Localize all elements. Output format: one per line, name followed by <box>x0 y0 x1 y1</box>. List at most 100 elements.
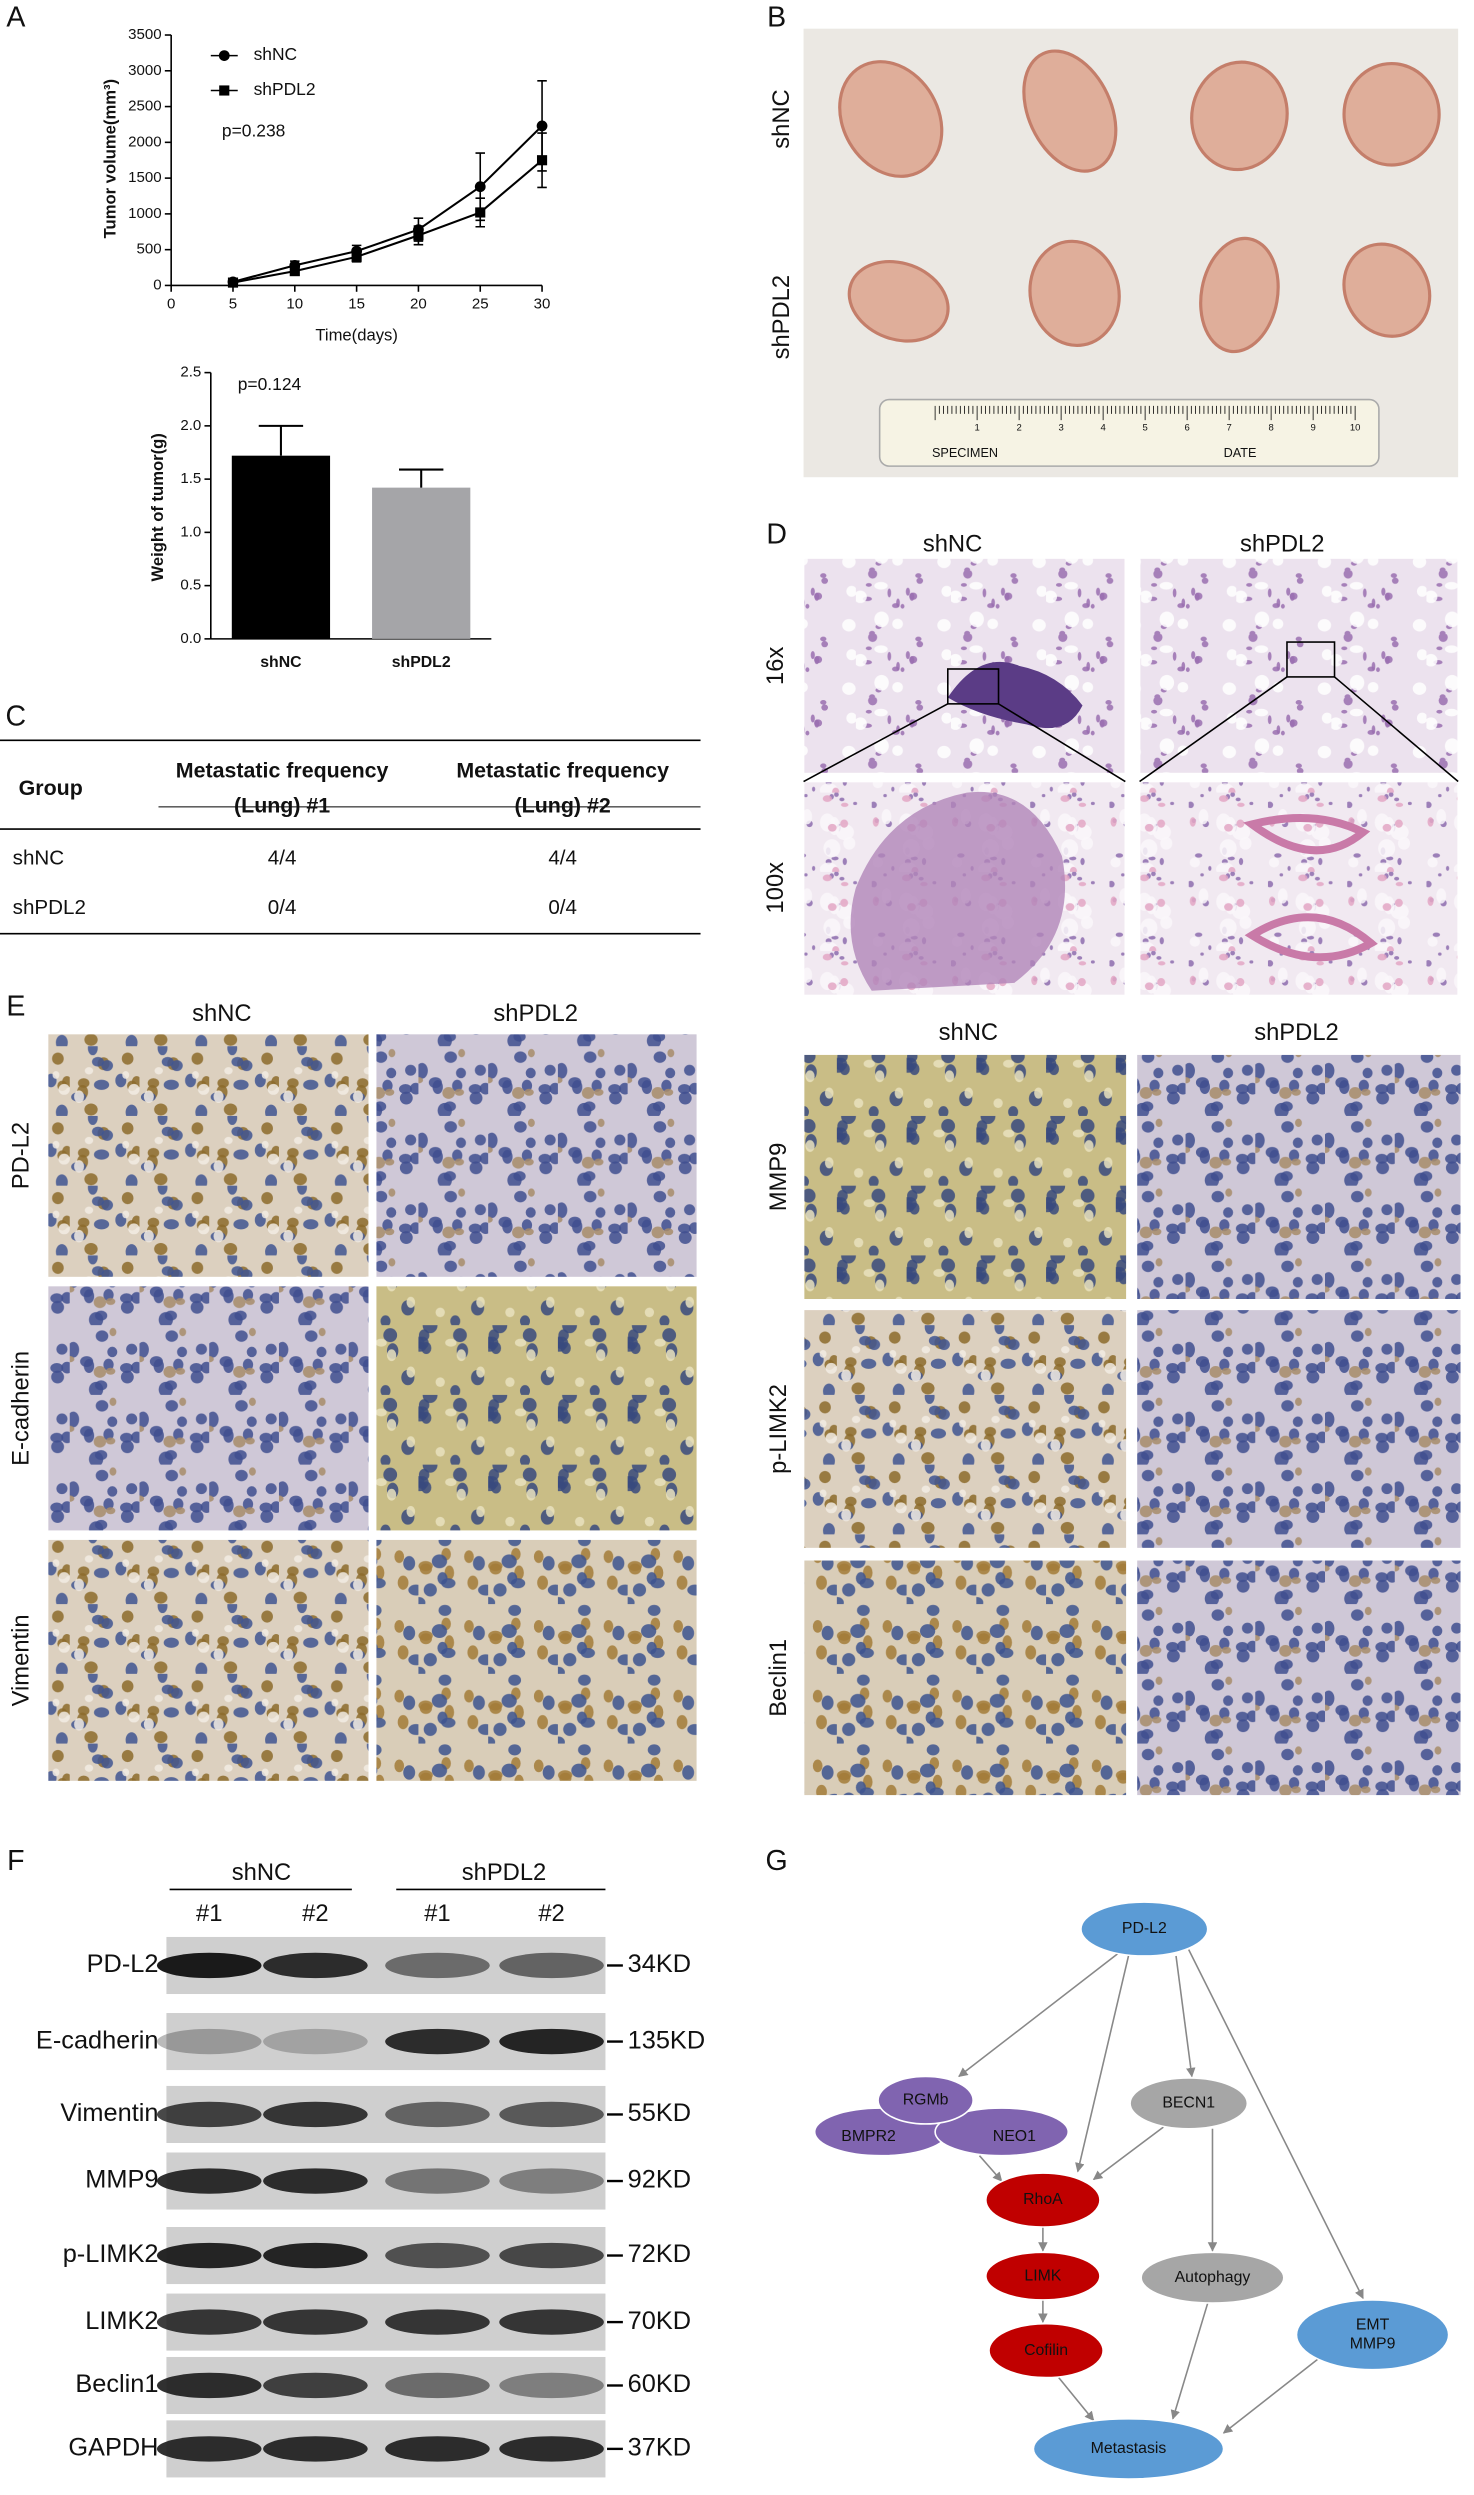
blot-band <box>156 2168 262 2194</box>
tumor <box>1342 242 1432 338</box>
row-label: MMP9 <box>765 1143 792 1212</box>
table-cell: 0/4 <box>548 896 577 919</box>
blot-band <box>156 2436 262 2462</box>
pathway-edge <box>1058 2377 1095 2422</box>
marker <box>474 181 486 193</box>
p-value: p=0.238 <box>222 120 285 140</box>
ruler-number: 8 <box>1268 423 1273 434</box>
tumor <box>1342 61 1441 167</box>
pathway-node <box>1140 2251 1285 2304</box>
blot-band <box>263 2436 368 2462</box>
pathway-node <box>1295 2299 1450 2371</box>
legend-label: shPDL2 <box>254 79 316 99</box>
pathway-node <box>1080 1901 1209 1957</box>
column-label: shNC <box>923 531 982 558</box>
lane-label: #1 <box>424 1900 450 1927</box>
x-tick-label: shNC <box>260 654 301 671</box>
pathway-node <box>985 2172 1101 2228</box>
ihc-image <box>46 1538 371 1783</box>
ruler <box>878 398 1380 467</box>
ruler-number: 7 <box>1226 423 1231 434</box>
y-tick-label: 3000 <box>128 62 161 79</box>
pathway-node <box>985 2251 1101 2301</box>
row-label: 100x <box>762 862 789 914</box>
zoom-line <box>1334 676 1459 783</box>
y-tick-label: 0.5 <box>180 577 201 594</box>
node-label: Metastasis <box>1091 2440 1167 2457</box>
blot-band <box>499 2242 604 2269</box>
marker <box>227 277 239 288</box>
blot-band <box>263 1952 368 1979</box>
node-label: RGMb <box>903 2091 949 2108</box>
blot-band <box>156 2101 262 2128</box>
marker <box>413 230 424 241</box>
blot-band <box>499 1952 604 1979</box>
blot-band <box>499 2372 604 2399</box>
p-value: p=0.124 <box>238 374 302 394</box>
pathway-node <box>1032 2417 1225 2480</box>
micrograph <box>802 557 1127 775</box>
x-tick-label: 5 <box>229 295 237 312</box>
pathway-edge <box>1222 2357 1320 2434</box>
blot-band <box>156 2028 262 2055</box>
panel-letter: E <box>6 991 25 1023</box>
x-axis-label: Time(days) <box>315 326 398 345</box>
y-tick-label: 1500 <box>128 169 161 186</box>
size-label: 72KD <box>628 2240 691 2268</box>
ruler-number: 2 <box>1016 423 1021 434</box>
ihc-image <box>374 1538 699 1783</box>
blot-band <box>156 2372 262 2399</box>
ruler-text: SPECIMEN <box>932 446 998 460</box>
blot-band <box>263 2168 368 2194</box>
y-axis-label: Tumor volume(mm³) <box>100 79 119 238</box>
x-tick-label: 10 <box>286 295 303 312</box>
protein-label: Beclin1 <box>75 2370 158 2398</box>
row-label: Beclin1 <box>765 1639 792 1717</box>
node-label: RhoA <box>1023 2191 1063 2208</box>
blot-band <box>156 2309 262 2335</box>
protein-label: PD-L2 <box>87 1950 159 1978</box>
protein-label: GAPDH <box>68 2434 158 2462</box>
table-cell: 4/4 <box>548 847 577 870</box>
ihc-image <box>802 1558 1128 1797</box>
table-header: (Lung) #1 <box>234 794 330 818</box>
blot-band <box>499 2028 604 2055</box>
legend-marker <box>218 50 230 62</box>
panel-letter: B <box>767 2 786 34</box>
ruler-number: 4 <box>1100 423 1105 434</box>
y-tick-label: 3500 <box>128 26 161 43</box>
node-label: PD-L2 <box>1122 1920 1167 1937</box>
row-label: Vimentin <box>7 1614 34 1706</box>
ruler-number: 5 <box>1142 423 1147 434</box>
node-label: BMPR2 <box>841 2128 896 2145</box>
blot-band <box>385 2168 490 2194</box>
pathway-node <box>1129 2077 1249 2130</box>
y-tick-label: 500 <box>137 241 162 258</box>
table-header: (Lung) #2 <box>515 794 611 818</box>
protein-label: Vimentin <box>60 2099 158 2127</box>
y-tick-label: 2000 <box>128 133 161 150</box>
node-label: Autophagy <box>1175 2269 1251 2286</box>
column-label: shNC <box>939 1019 998 1046</box>
zoom-box <box>1286 641 1336 678</box>
blot-band <box>499 2309 604 2335</box>
x-tick-label: 25 <box>472 295 489 312</box>
ruler-number: 10 <box>1350 423 1361 434</box>
pathway-edge <box>1075 1955 1130 2173</box>
blot-band <box>385 2309 490 2335</box>
node-label: MMP9 <box>1350 2335 1396 2352</box>
row-label: E-cadherin <box>7 1351 34 1466</box>
blot-band <box>385 2242 490 2269</box>
row-label: shPDL2 <box>768 275 795 360</box>
table-cell: shPDL2 <box>13 896 86 919</box>
ihc-image <box>1135 1053 1463 1301</box>
lane-label: #2 <box>302 1900 328 1927</box>
y-tick-label: 2.5 <box>180 364 201 381</box>
panel-letter: D <box>766 518 787 550</box>
y-tick-label: 1000 <box>128 205 161 222</box>
size-label: 92KD <box>628 2166 691 2194</box>
row-label: PD-L2 <box>7 1122 34 1189</box>
tumor <box>1028 239 1121 348</box>
metastasis-region <box>947 661 1083 729</box>
